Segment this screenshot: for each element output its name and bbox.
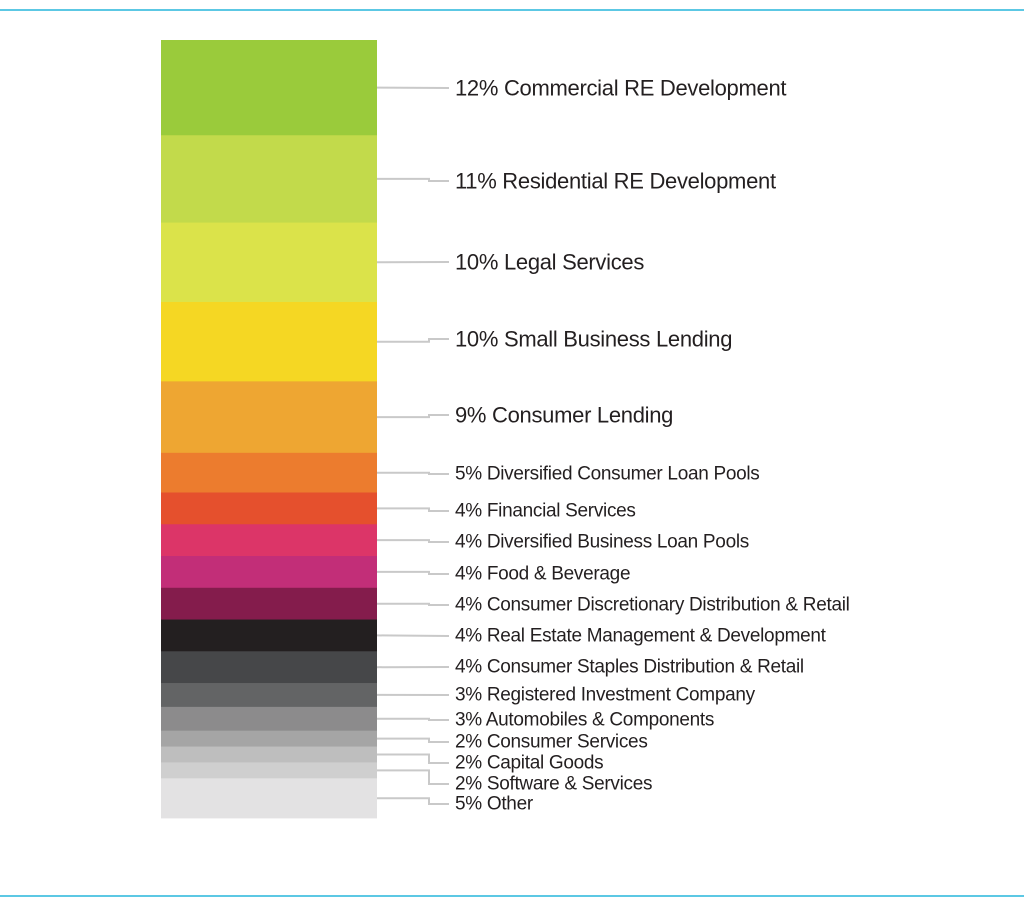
- leader-line: [377, 602, 449, 606]
- leader-line: [377, 471, 449, 475]
- leader-line: [377, 769, 449, 785]
- bar-segment: [161, 135, 377, 223]
- leader-line: [377, 717, 449, 721]
- segment-label: 2% Consumer Services: [455, 732, 648, 753]
- bar-segment: [161, 778, 377, 819]
- bar-segment: [161, 746, 377, 763]
- leader-line: [377, 753, 449, 764]
- top-rule: [0, 9, 1024, 11]
- segment-label: 12% Commercial RE Development: [455, 76, 786, 101]
- bar-segment: [161, 619, 377, 652]
- bar-segment: [161, 40, 377, 136]
- bar-segment: [161, 683, 377, 708]
- leader-line: [377, 414, 449, 419]
- leader-line: [377, 570, 449, 575]
- leader-line: [377, 539, 449, 543]
- bar-segment: [161, 381, 377, 454]
- segment-label: 4% Real Estate Management & Development: [455, 626, 827, 647]
- bar-segments: [161, 40, 377, 819]
- segment-label: 11% Residential RE Development: [455, 169, 776, 194]
- segment-labels: 12% Commercial RE Development 11% Residen…: [455, 76, 850, 815]
- segment-label: 10% Small Business Lending: [455, 327, 732, 352]
- segment-label: 10% Legal Services: [455, 250, 644, 275]
- segment-label: 4% Financial Services: [455, 501, 636, 522]
- segment-label: 4% Consumer Staples Distribution & Retai…: [455, 657, 804, 678]
- leader-line: [377, 507, 449, 512]
- segment-label: 2% Software & Services: [455, 774, 652, 795]
- bar-segment: [161, 452, 377, 493]
- segment-label: 4% Food & Beverage: [455, 564, 630, 585]
- bar-segment: [161, 762, 377, 779]
- bar-segment: [161, 222, 377, 303]
- bar-segment: [161, 492, 377, 525]
- bar-segment: [161, 301, 377, 382]
- bar-segment: [161, 651, 377, 684]
- bar-segment: [161, 556, 377, 589]
- segment-label: 3% Automobiles & Components: [455, 710, 714, 731]
- segment-label: 4% Consumer Discretionary Distribution &…: [455, 595, 850, 616]
- leader-line: [376, 634, 450, 637]
- bar-segment: [161, 524, 377, 557]
- leader-lines: [376, 86, 450, 805]
- bottom-rule: [0, 895, 1024, 897]
- segment-label: 2% Capital Goods: [455, 753, 603, 774]
- bar-segment: [161, 730, 377, 747]
- segment-label: 5% Other: [455, 794, 534, 815]
- leader-line: [377, 177, 449, 182]
- segment-label: 4% Diversified Business Loan Pools: [455, 532, 749, 553]
- bar-segment: [161, 706, 377, 732]
- leader-line: [377, 338, 449, 343]
- leader-line: [377, 737, 449, 743]
- segment-label: 9% Consumer Lending: [455, 403, 673, 428]
- segment-label: 5% Diversified Consumer Loan Pools: [455, 464, 760, 485]
- leader-line: [377, 797, 449, 805]
- segment-label: 3% Registered Investment Company: [455, 685, 756, 706]
- bar-segment: [161, 587, 377, 620]
